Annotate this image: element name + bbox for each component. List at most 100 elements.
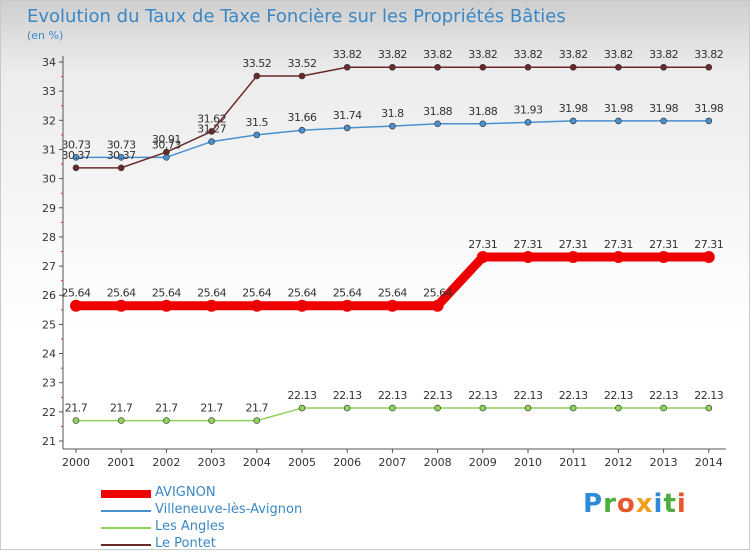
legend-label: AVIGNON [155,485,216,500]
legend-swatch [101,490,151,498]
y-tick-label: 23 [42,377,56,390]
data-point [702,251,715,264]
data-label: 31.98 [649,102,678,115]
x-tick-label: 2005 [288,456,316,469]
data-label: 33.82 [559,48,588,61]
data-label: 33.82 [514,48,543,61]
data-label: 31.98 [559,102,588,115]
data-point [612,251,625,264]
data-label: 25.64 [333,287,362,300]
data-label: 33.82 [378,48,407,61]
data-label: 22.13 [423,389,452,402]
data-point [389,404,396,412]
data-label: 25.64 [242,287,271,300]
data-point [479,120,487,128]
data-point [660,117,667,125]
y-tick-label: 25 [42,318,56,331]
data-point [298,126,306,134]
data-point [70,299,82,312]
x-tick-label: 2014 [695,456,723,469]
y-tick-label: 32 [42,114,56,127]
data-point [208,417,215,424]
data-label: 30.73 [107,138,136,151]
y-tick-label: 34 [42,56,56,69]
data-point [163,148,170,156]
data-point [434,63,441,71]
data-point [117,154,125,161]
data-label: 31.98 [694,102,723,115]
x-tick-label: 2000 [62,456,90,469]
y-tick-label: 21 [42,435,56,448]
data-label: 31.66 [288,111,317,124]
data-label: 22.13 [649,389,678,402]
data-label: 25.64 [107,287,136,300]
data-point [386,299,399,312]
data-point [389,122,396,130]
data-point [615,117,622,125]
legend-label: Le Pontet [155,536,216,551]
y-tick-label: 31 [42,143,56,156]
data-label: 31.74 [333,109,362,122]
data-point [705,404,713,412]
data-label: 22.13 [694,389,723,402]
legend-swatch [101,544,151,546]
x-tick-label: 2009 [469,456,497,469]
data-label: 27.31 [514,238,543,251]
data-point [117,417,125,424]
chart-title: Evolution du Taux de Taxe Foncière sur l… [27,6,566,27]
data-label: 33.52 [242,57,271,70]
data-point [615,63,622,71]
data-point [208,128,215,135]
data-label: 22.13 [468,389,497,402]
data-label: 31.93 [514,103,543,116]
data-point [72,164,80,172]
data-point [434,404,441,412]
legend-label: Les Angles [155,519,225,534]
data-point [660,63,667,71]
y-tick-label: 28 [42,231,56,244]
data-point [117,164,125,172]
data-point [341,299,354,312]
data-point [569,63,577,71]
y-tick-label: 30 [42,173,56,186]
data-point [208,138,215,145]
data-label: 21.7 [246,402,269,415]
data-point [163,417,170,424]
data-label: 31.62 [197,112,226,125]
data-label: 30.91 [152,133,181,146]
data-point [343,63,351,71]
data-point [343,124,351,132]
x-tick-label: 2008 [424,456,452,469]
data-point [253,417,261,424]
legend-label: Villeneuve-lès-Avignon [155,502,303,517]
data-point [524,63,532,71]
data-label: 27.31 [694,238,723,251]
x-tick-label: 2012 [604,456,632,469]
data-point [296,299,308,312]
data-label: 21.7 [110,402,133,415]
x-tick-label: 2002 [152,456,180,469]
data-label: 33.82 [694,48,723,61]
data-point [615,404,622,412]
data-label: 27.31 [559,238,588,251]
y-tick-label: 29 [42,202,56,215]
data-label: 22.13 [514,389,543,402]
data-label: 31.27 [197,123,226,136]
data-point [524,404,532,412]
data-label: 21.7 [155,402,178,415]
data-point [160,299,173,312]
data-label: 30.37 [107,149,136,162]
data-label: 33.82 [604,48,633,61]
data-point [205,299,218,312]
data-label: 30.37 [62,149,91,162]
data-point [479,404,487,412]
proxiti-logo: Proxiti [583,489,687,519]
data-point [479,63,487,71]
data-label: 22.13 [559,389,588,402]
data-point [298,72,306,80]
data-point [524,119,532,126]
data-label: 27.31 [604,238,633,251]
data-point [657,251,670,264]
